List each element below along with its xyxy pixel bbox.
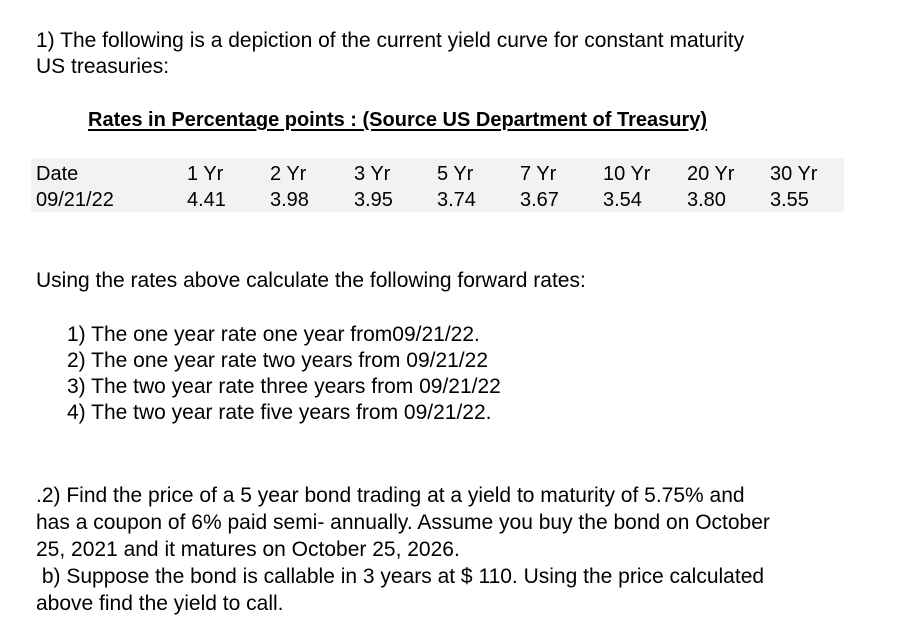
question-2-text-line-2: has a coupon of 6% paid semi- annually. … bbox=[36, 511, 770, 534]
forward-rate-item-4: 4) The two year rate five years from 09/… bbox=[67, 401, 492, 424]
yield-table bbox=[31, 158, 844, 212]
table-cell-7yr: 3.67 bbox=[520, 189, 559, 211]
question-2-text-line-1: .2) Find the price of a 5 year bond trad… bbox=[36, 484, 745, 507]
forward-rate-item-3: 3) The two year rate three years from 09… bbox=[67, 375, 501, 398]
table-header-3yr: 3 Yr bbox=[354, 163, 391, 185]
table-cell-1yr: 4.41 bbox=[187, 189, 226, 211]
table-header-1yr: 1 Yr bbox=[187, 163, 224, 185]
table-cell-2yr: 3.98 bbox=[270, 189, 309, 211]
table-cell-10yr: 3.54 bbox=[603, 189, 642, 211]
table-header-20yr: 20 Yr bbox=[687, 163, 735, 185]
question-2b-text-line-2: above find the yield to call. bbox=[36, 592, 284, 615]
question-1-text-line-1: 1) The following is a depiction of the c… bbox=[36, 29, 745, 52]
question-1-text-line-2: US treasuries: bbox=[36, 55, 170, 78]
table-cell-date: 09/21/22 bbox=[36, 189, 114, 211]
forward-rates-instruction: Using the rates above calculate the foll… bbox=[36, 269, 586, 292]
forward-rate-item-1: 1) The one year rate one year from09/21/… bbox=[67, 323, 480, 346]
table-cell-30yr: 3.55 bbox=[770, 189, 809, 211]
table-header-7yr: 7 Yr bbox=[520, 163, 557, 185]
table-heading: Rates in Percentage points : (Source US … bbox=[88, 109, 708, 131]
question-2-text-line-3: 25, 2021 and it matures on October 25, 2… bbox=[36, 538, 460, 561]
table-header-date: Date bbox=[36, 163, 79, 185]
table-cell-20yr: 3.80 bbox=[687, 189, 726, 211]
table-header-10yr: 10 Yr bbox=[603, 163, 651, 185]
question-2b-text-line-1: b) Suppose the bond is callable in 3 yea… bbox=[36, 565, 765, 588]
table-cell-5yr: 3.74 bbox=[437, 189, 476, 211]
table-cell-3yr: 3.95 bbox=[354, 189, 393, 211]
forward-rate-item-2: 2) The one year rate two years from 09/2… bbox=[67, 349, 489, 372]
table-header-5yr: 5 Yr bbox=[437, 163, 474, 185]
table-header-2yr: 2 Yr bbox=[270, 163, 307, 185]
table-header-30yr: 30 Yr bbox=[770, 163, 818, 185]
